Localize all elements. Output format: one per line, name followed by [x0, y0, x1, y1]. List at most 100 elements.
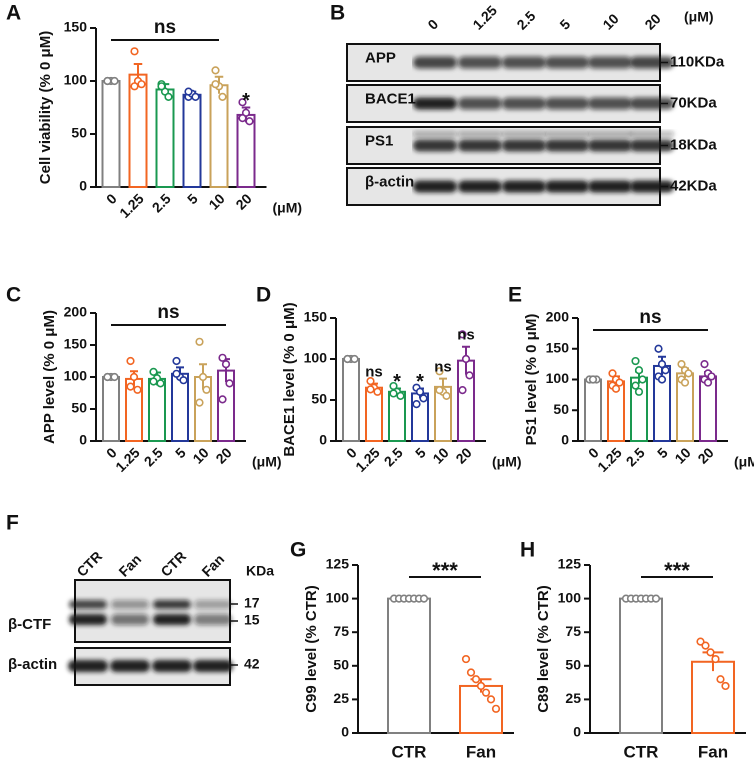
y-tick-label: 50	[71, 400, 87, 416]
unit-label: KDa	[246, 563, 274, 579]
y-tick-label: 125	[558, 556, 582, 572]
blot-band	[588, 97, 632, 110]
data-point	[191, 92, 200, 101]
blot-band	[458, 131, 502, 137]
data-point	[419, 594, 429, 603]
panel-letter: E	[508, 284, 522, 307]
y-tick-label: 150	[304, 309, 328, 325]
panel-letter: F	[6, 512, 19, 535]
lane-label: 5	[556, 16, 573, 33]
bar	[102, 376, 120, 442]
bar	[342, 358, 360, 442]
data-point	[221, 360, 231, 369]
y-tick-label: 200	[64, 304, 88, 320]
data-point	[245, 117, 254, 126]
significance-label: *	[393, 371, 401, 393]
blot-band	[630, 56, 674, 69]
blot-band	[588, 131, 632, 137]
x-tick-label: 1.25	[112, 444, 143, 475]
bar	[236, 113, 256, 188]
bar	[155, 88, 175, 188]
blot-band	[111, 614, 149, 625]
blot-band	[588, 56, 632, 69]
data-point	[218, 353, 227, 362]
blot-band	[153, 600, 191, 609]
blot-band	[458, 97, 502, 110]
y-tick-label: 50	[333, 657, 349, 673]
data-point	[435, 386, 444, 395]
data-point	[103, 76, 112, 86]
panel-letter: B	[330, 2, 345, 25]
blot-frame	[74, 579, 231, 643]
x-tick-label: 0	[103, 190, 120, 207]
y-axis-label: APP level (% 0 μM)	[41, 310, 58, 444]
x-tick-label: 2.5	[623, 444, 648, 469]
y-tick-label: 100	[64, 368, 88, 384]
y-tick-label: 150	[546, 339, 570, 355]
blot-band	[153, 614, 191, 625]
data-point	[184, 87, 193, 96]
data-point	[442, 391, 451, 401]
data-point	[458, 386, 467, 395]
x-tick-label: 10	[671, 444, 693, 466]
significance-label: *	[242, 90, 250, 112]
data-point	[651, 594, 661, 603]
x-tick-label: Fan	[466, 742, 496, 761]
blot-band	[502, 56, 546, 69]
data-point	[721, 681, 730, 691]
y-tick-label: 0	[341, 724, 349, 740]
bar	[365, 386, 383, 443]
lane-label: 10	[599, 10, 621, 32]
x-tick-label: 5	[412, 444, 429, 461]
panel-letter: D	[256, 284, 271, 307]
data-point	[465, 371, 474, 380]
y-tick-label: 100	[546, 370, 570, 386]
data-point	[366, 377, 375, 386]
lane-label: 20	[641, 10, 663, 32]
data-point	[706, 648, 715, 657]
x-unit-label: (μM)	[492, 454, 522, 470]
data-point	[218, 395, 227, 404]
bar	[148, 377, 166, 443]
y-tick-label: 0	[79, 432, 87, 448]
data-point	[225, 379, 234, 388]
blot-band	[110, 660, 150, 672]
data-point	[202, 385, 211, 394]
data-point	[711, 654, 720, 664]
blot-band	[630, 139, 674, 152]
y-axis-label: C99 level (% CTR)	[303, 585, 320, 713]
blot-band	[458, 139, 502, 152]
blot-band	[193, 660, 233, 672]
significance-label: ns	[154, 17, 176, 38]
x-tick-label: 2.5	[141, 444, 166, 469]
x-tick-label: 1.25	[352, 444, 383, 475]
data-point	[396, 391, 405, 401]
data-point	[654, 344, 663, 353]
data-point	[133, 385, 142, 394]
bar	[171, 372, 189, 442]
y-tick-label: 25	[565, 690, 581, 706]
data-point	[218, 92, 227, 101]
lane-label: 0	[424, 16, 441, 33]
x-tick-label: Fan	[698, 742, 728, 761]
x-tick-label: 2.5	[149, 190, 174, 215]
blot-band	[152, 660, 192, 672]
data-point	[343, 354, 352, 364]
data-point	[707, 372, 716, 381]
bar	[619, 597, 663, 734]
blot-band	[413, 131, 457, 137]
y-tick-label: 150	[64, 336, 88, 352]
bar	[128, 73, 148, 188]
significance-label: ns	[157, 302, 179, 323]
row-label: PS1	[365, 132, 393, 149]
y-axis-label: C89 level (% CTR)	[535, 585, 552, 713]
y-tick-label: 100	[304, 350, 328, 366]
data-point	[172, 356, 181, 366]
data-point	[486, 695, 496, 704]
lane-label: CTR	[73, 548, 105, 580]
label-bg	[350, 47, 412, 78]
data-point	[461, 654, 471, 664]
y-axis-label: Cell viability (% 0 μM)	[37, 31, 54, 184]
y-tick-label: 50	[71, 125, 87, 141]
